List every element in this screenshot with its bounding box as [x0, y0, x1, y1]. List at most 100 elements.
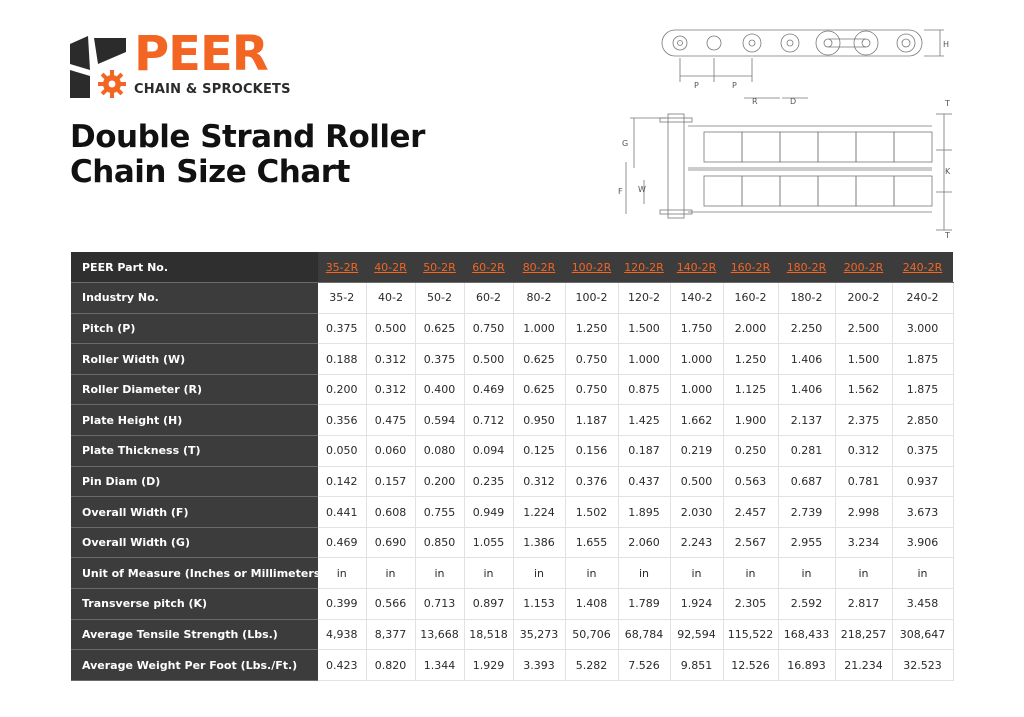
- part-link-180-2r[interactable]: 180-2R: [786, 260, 827, 274]
- table-cell: 1.386: [513, 527, 566, 559]
- part-number-cell: 100-2R: [565, 252, 618, 284]
- table-cell: 0.566: [366, 588, 416, 620]
- chain-dimension-diagram: P P H R D T T G K F W: [618, 29, 952, 240]
- table-cell: 120-2: [618, 282, 671, 314]
- row-label: Average Weight Per Foot (Lbs./Ft.): [71, 649, 318, 681]
- table-cell: 2.305: [723, 588, 779, 620]
- part-number-cell: 240-2R: [892, 252, 953, 284]
- table-cell: 1.000: [513, 313, 566, 345]
- page-title: Double Strand Roller Chain Size Chart: [70, 120, 450, 190]
- table-cell: 12.526: [723, 649, 779, 681]
- table-header-label: PEER Part No.: [71, 252, 318, 284]
- part-number-cell: 140-2R: [670, 252, 723, 284]
- table-cell: 1.562: [835, 374, 893, 406]
- table-cell: 0.219: [670, 435, 724, 467]
- table-cell: 32.523: [892, 649, 954, 681]
- part-link-140-2r[interactable]: 140-2R: [676, 260, 717, 274]
- table-cell: 218,257: [835, 619, 893, 651]
- table-cell: 0.713: [415, 588, 465, 620]
- table-cell: 1.895: [618, 496, 671, 528]
- part-number-cell: 35-2R: [318, 252, 366, 284]
- table-cell: in: [835, 557, 893, 590]
- table-cell: 80-2: [513, 282, 566, 314]
- table-cell: 1.425: [618, 404, 671, 437]
- part-link-200-2r[interactable]: 200-2R: [843, 260, 884, 274]
- table-cell: 0.820: [366, 649, 416, 681]
- diagram-label-roller-width: W: [638, 185, 646, 194]
- table-cell: 92,594: [670, 619, 724, 651]
- table-cell: 50-2: [415, 282, 465, 314]
- part-link-120-2r[interactable]: 120-2R: [624, 260, 664, 274]
- table-cell: 0.755: [415, 496, 465, 528]
- diagram-label-transverse-pitch: K: [945, 167, 951, 176]
- table-row: Overall Width (G) 0.469 0.690 0.850 1.055 1.3…: [71, 527, 954, 559]
- table-cell: 21.234: [835, 649, 893, 681]
- row-label: Plate Thickness (T): [71, 435, 318, 467]
- table-cell: 2.998: [835, 496, 893, 528]
- part-number-cell: 160-2R: [723, 252, 778, 284]
- row-label: Pitch (P): [71, 313, 318, 345]
- table-cell: 0.250: [723, 435, 779, 467]
- row-label: Average Tensile Strength (Lbs.): [71, 619, 318, 651]
- table-cell: 1.789: [618, 588, 671, 620]
- table-cell: 0.608: [366, 496, 416, 528]
- table-row: Transverse pitch (K) 0.399 0.566 0.713 0.897…: [71, 588, 954, 620]
- table-cell: 1.250: [565, 313, 619, 345]
- part-link-240-2r[interactable]: 240-2R: [902, 260, 943, 274]
- diagram-label-plate-thickness-2: T: [944, 231, 950, 240]
- table-cell: in: [366, 557, 416, 590]
- diagram-label-overall-width-g: G: [622, 139, 628, 148]
- table-cell: 2.030: [670, 496, 724, 528]
- table-cell: 2.567: [723, 527, 779, 559]
- table-cell: 50,706: [565, 619, 619, 651]
- part-number-cell: 40-2R: [366, 252, 415, 284]
- table-header-row: PEER Part No. 35-2R 40-2R 50-2R 60-2R 80…: [71, 252, 953, 284]
- part-link-80-2r[interactable]: 80-2R: [522, 260, 556, 274]
- table-cell: 0.625: [513, 343, 566, 375]
- table-cell: 2.000: [723, 313, 779, 345]
- table-cell: 0.949: [464, 496, 514, 528]
- table-cell: in: [618, 557, 671, 590]
- table-cell: 0.469: [318, 527, 367, 559]
- table-row: Pitch (P) 0.375 0.500 0.625 0.750 1.000 1.250 1…: [71, 313, 954, 345]
- part-link-50-2r[interactable]: 50-2R: [423, 260, 456, 274]
- table-cell: 0.563: [723, 466, 779, 498]
- table-cell: 0.750: [565, 343, 619, 375]
- table-cell: 2.500: [835, 313, 893, 345]
- table-cell: 35-2: [318, 282, 367, 314]
- table-cell: in: [513, 557, 566, 590]
- table-cell: 3.906: [892, 527, 954, 559]
- part-link-40-2r[interactable]: 40-2R: [374, 260, 407, 274]
- table-cell: 1.500: [618, 313, 671, 345]
- table-cell: in: [318, 557, 367, 590]
- table-cell: 0.125: [513, 435, 566, 467]
- table-cell: 0.750: [565, 374, 619, 406]
- table-cell: in: [415, 557, 465, 590]
- sprocket-icon: [70, 36, 126, 98]
- row-label: Plate Height (H): [71, 404, 318, 437]
- table-cell: 0.500: [670, 466, 724, 498]
- table-cell: 0.712: [464, 404, 514, 437]
- table-cell: 2.739: [778, 496, 836, 528]
- table-cell: 0.375: [415, 343, 465, 375]
- table-cell: 115,522: [723, 619, 779, 651]
- table-cell: 60-2: [464, 282, 514, 314]
- table-cell: 0.060: [366, 435, 416, 467]
- part-link-60-2r[interactable]: 60-2R: [472, 260, 505, 274]
- table-cell: 3.393: [513, 649, 566, 681]
- table-cell: 1.187: [565, 404, 619, 437]
- table-cell: in: [778, 557, 836, 590]
- row-label: Roller Width (W): [71, 343, 318, 375]
- table-cell: 1.750: [670, 313, 724, 345]
- table-cell: 3.673: [892, 496, 954, 528]
- table-cell: 1.250: [723, 343, 779, 375]
- table-cell: 1.500: [835, 343, 893, 375]
- table-cell: 5.282: [565, 649, 619, 681]
- table-cell: 1.224: [513, 496, 566, 528]
- table-cell: 2.457: [723, 496, 779, 528]
- part-link-160-2r[interactable]: 160-2R: [730, 260, 771, 274]
- table-cell: 1.153: [513, 588, 566, 620]
- part-link-35-2r[interactable]: 35-2R: [325, 260, 359, 274]
- part-link-100-2r[interactable]: 100-2R: [571, 260, 612, 274]
- table-cell: 0.050: [318, 435, 367, 467]
